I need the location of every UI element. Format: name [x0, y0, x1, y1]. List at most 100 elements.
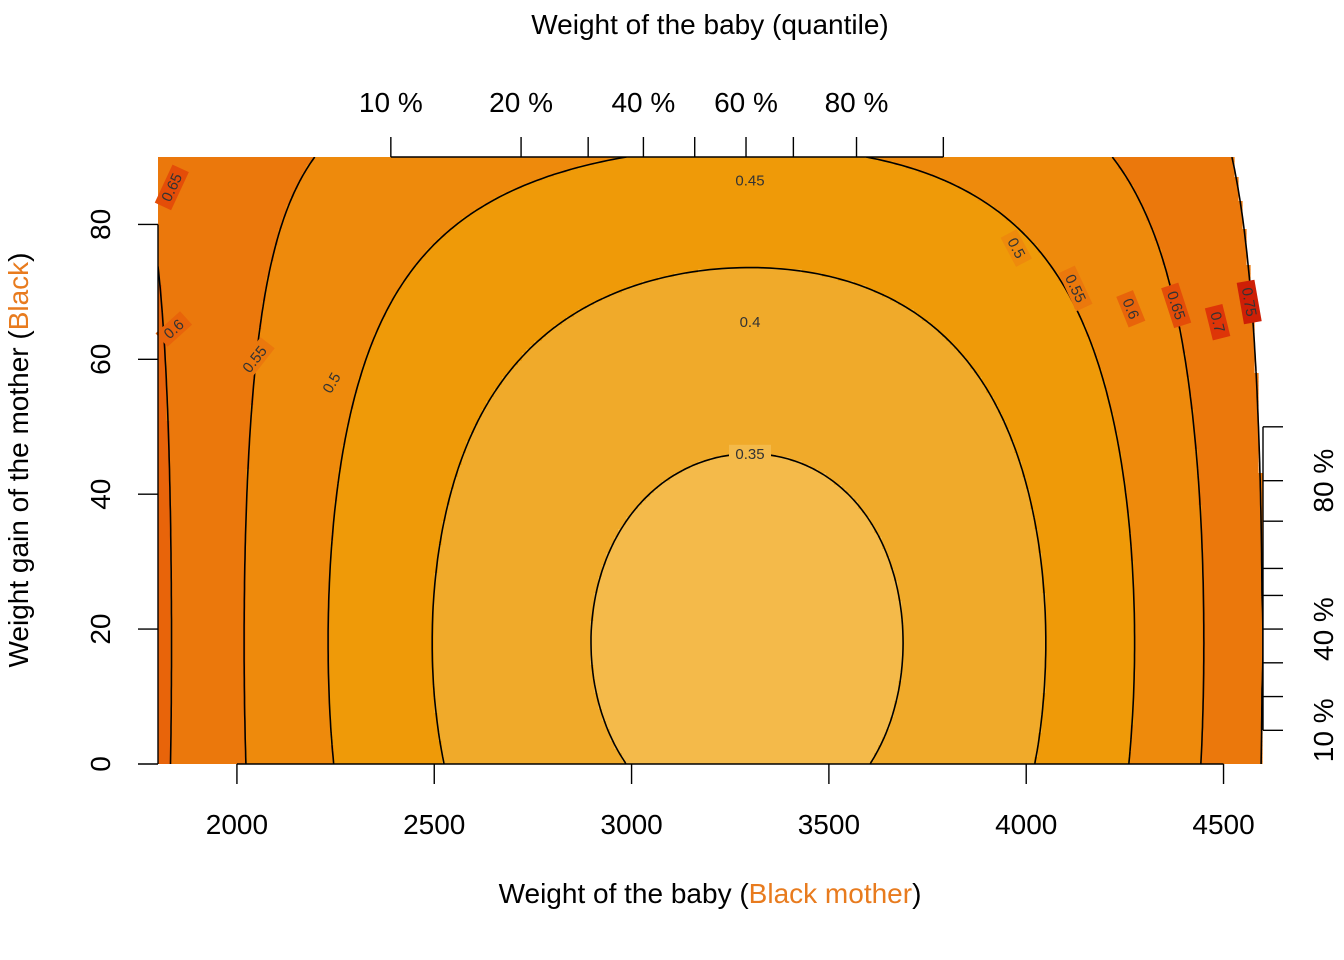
contour-band-cell: [1094, 349, 1183, 354]
contour-label-bg: [733, 313, 767, 332]
contour-band-cell: [170, 653, 247, 658]
contour-band-cell: [246, 653, 331, 658]
contour-band-cell: [1034, 509, 1127, 514]
contour-band-cell: [622, 757, 875, 762]
contour-band-cell: [438, 737, 611, 742]
contour-band-cell: [1106, 389, 1191, 394]
contour-band-cell: [158, 617, 171, 622]
contour-band-cell: [434, 641, 591, 646]
contour-band-cell: [246, 573, 331, 578]
contour-band-cell: [846, 489, 1031, 494]
contour-band-cell: [158, 733, 171, 738]
contour-band-cell: [614, 541, 883, 546]
contour-band-cell: [362, 373, 507, 378]
contour-band-cell: [366, 361, 519, 366]
contour-band-cell: [170, 485, 247, 490]
contour-band-cell: [1018, 453, 1123, 458]
contour-band-cell: [874, 525, 1035, 530]
contour-band-cell: [434, 645, 591, 650]
contour-band-cell: [278, 233, 447, 238]
contour-band-cell: [162, 329, 259, 334]
contour-band-cell: [1134, 645, 1203, 650]
contour-band-cell: [162, 325, 263, 330]
contour-band-cell: [434, 573, 603, 578]
contour-band-cell: [158, 377, 167, 382]
contour-band-cell: [894, 577, 1043, 582]
contour-band-cell: [438, 565, 603, 570]
contour-band-cell: [158, 185, 299, 190]
contour-band-cell: [450, 493, 651, 498]
contour-band-cell: [170, 433, 251, 438]
contour-band-cell: [1130, 745, 1203, 750]
contour-band-cell: [1134, 605, 1203, 610]
contour-band-cell: [482, 205, 995, 210]
contour-band-cell: [254, 393, 355, 398]
contour-band-cell: [246, 561, 331, 566]
contour-band-cell: [270, 273, 411, 278]
contour-band-cell: [346, 425, 475, 430]
contour-band-cell: [334, 529, 443, 534]
contour-band-cell: [350, 421, 479, 426]
contour-band-cell: [1202, 573, 1263, 578]
contour-band-cell: [610, 293, 883, 298]
contour-band-cell: [258, 345, 371, 350]
contour-band-cell: [170, 429, 251, 434]
contour-band-cell: [158, 301, 163, 306]
contour-band-cell: [1042, 561, 1135, 566]
contour-band-cell: [170, 529, 247, 534]
contour-band-cell: [442, 529, 619, 534]
contour-band-cell: [1042, 589, 1135, 594]
contour-band-cell: [170, 605, 247, 610]
contour-band-cell: [1190, 401, 1259, 406]
contour-band-cell: [1018, 457, 1123, 462]
contour-lines: [158, 157, 1263, 764]
contour-band-cell: [1090, 341, 1183, 346]
contour-band-cell: [870, 521, 1035, 526]
contour-band-cell: [158, 657, 171, 662]
contour-band-cell: [158, 461, 171, 466]
contour-band-cell: [878, 745, 1039, 750]
contour-band-cell: [1114, 421, 1195, 426]
contour-band-cell: [330, 605, 435, 610]
contour-band-cell: [1114, 425, 1195, 430]
contour-band-cell: [606, 721, 891, 726]
contour-band-cell: [962, 353, 1095, 358]
contour-band-cell: [1042, 717, 1135, 722]
contour-band-cell: [610, 733, 887, 738]
contour-band-cell: [330, 641, 435, 646]
contour-band-cell: [158, 669, 171, 674]
contour-band-cell: [602, 709, 895, 714]
contour-band-cell: [170, 701, 247, 706]
contour-band-cell: [1026, 477, 1123, 482]
contour-band-cell: [1002, 417, 1115, 422]
contour-band-cell: [442, 541, 615, 546]
contour-band-cell: [158, 433, 171, 438]
contour-band-cell: [622, 525, 875, 530]
contour-band-cell: [330, 561, 439, 566]
contour-label-group: 0.45: [729, 171, 771, 190]
contour-band-cell: [170, 709, 247, 714]
contour-band-cell: [1146, 213, 1243, 218]
contour-band-cell: [594, 689, 899, 694]
contour-band-cell: [278, 229, 451, 234]
contour-band-cell: [1110, 401, 1191, 406]
contour-band-cell: [1134, 653, 1203, 658]
contour-band-cell: [1202, 645, 1263, 650]
contour-band-cell: [1022, 229, 1155, 234]
contour-band-cell: [1202, 541, 1263, 546]
contour-band-cell: [1134, 565, 1203, 570]
contour-band-cell: [246, 505, 335, 510]
contour-band-cell: [546, 333, 943, 338]
contour-label-bg: [1116, 290, 1146, 328]
contour-band-cell: [898, 689, 1047, 694]
contour-band-cell: [1022, 465, 1123, 470]
contour-band-cell: [1134, 629, 1203, 634]
contour-band-cell: [1046, 625, 1135, 630]
contour-band-cell: [1202, 565, 1263, 570]
contour-band-cell: [590, 641, 903, 646]
contour-band-cell: [478, 417, 1003, 422]
contour-band-cell: [158, 605, 171, 610]
contour-band-cell: [1134, 665, 1203, 670]
contour-band-cell: [458, 469, 683, 474]
contour-band-cell: [1194, 445, 1259, 450]
